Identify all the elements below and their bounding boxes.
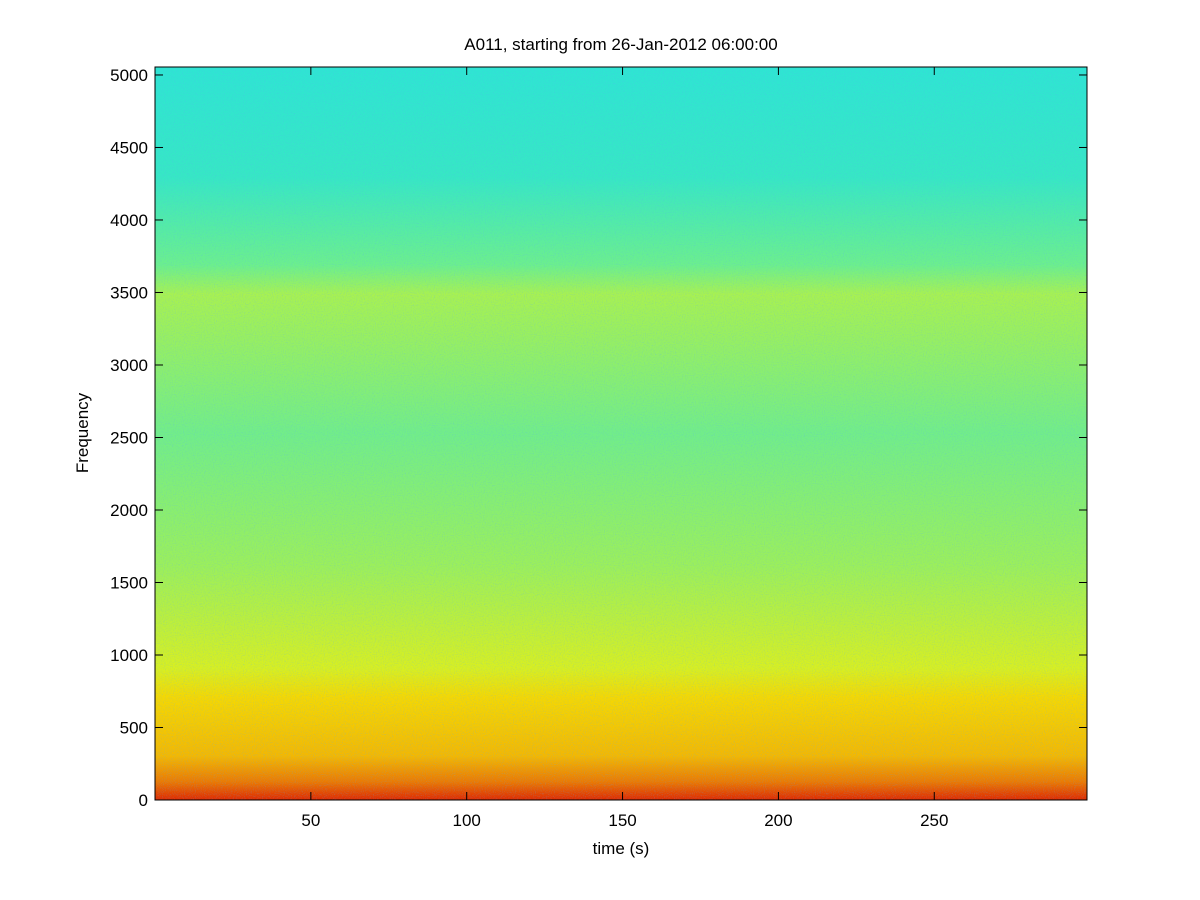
- y-tick-label: 4500: [110, 138, 148, 157]
- x-axis-label: time (s): [593, 839, 650, 858]
- chart-title: A011, starting from 26-Jan-2012 06:00:00: [464, 35, 777, 54]
- y-tick-label: 1500: [110, 573, 148, 592]
- y-tick-label: 4000: [110, 211, 148, 230]
- spectrogram-texture: [155, 67, 1087, 800]
- x-tick-label: 200: [764, 811, 792, 830]
- x-tick-label: 100: [453, 811, 481, 830]
- y-tick-label: 3500: [110, 283, 148, 302]
- y-tick-label: 1000: [110, 646, 148, 665]
- x-tick-label: 250: [920, 811, 948, 830]
- y-tick-label: 0: [139, 791, 148, 810]
- y-tick-label: 2000: [110, 501, 148, 520]
- y-tick-label: 500: [120, 718, 148, 737]
- y-tick-label: 3000: [110, 356, 148, 375]
- x-tick-label: 150: [608, 811, 636, 830]
- x-tick-label: 50: [301, 811, 320, 830]
- axes-box: [154, 66, 1088, 801]
- plot-area: [154, 66, 1088, 801]
- y-tick-label: 2500: [110, 428, 148, 447]
- y-tick-label: 5000: [110, 66, 148, 85]
- y-axis-label: Frequency: [73, 392, 92, 473]
